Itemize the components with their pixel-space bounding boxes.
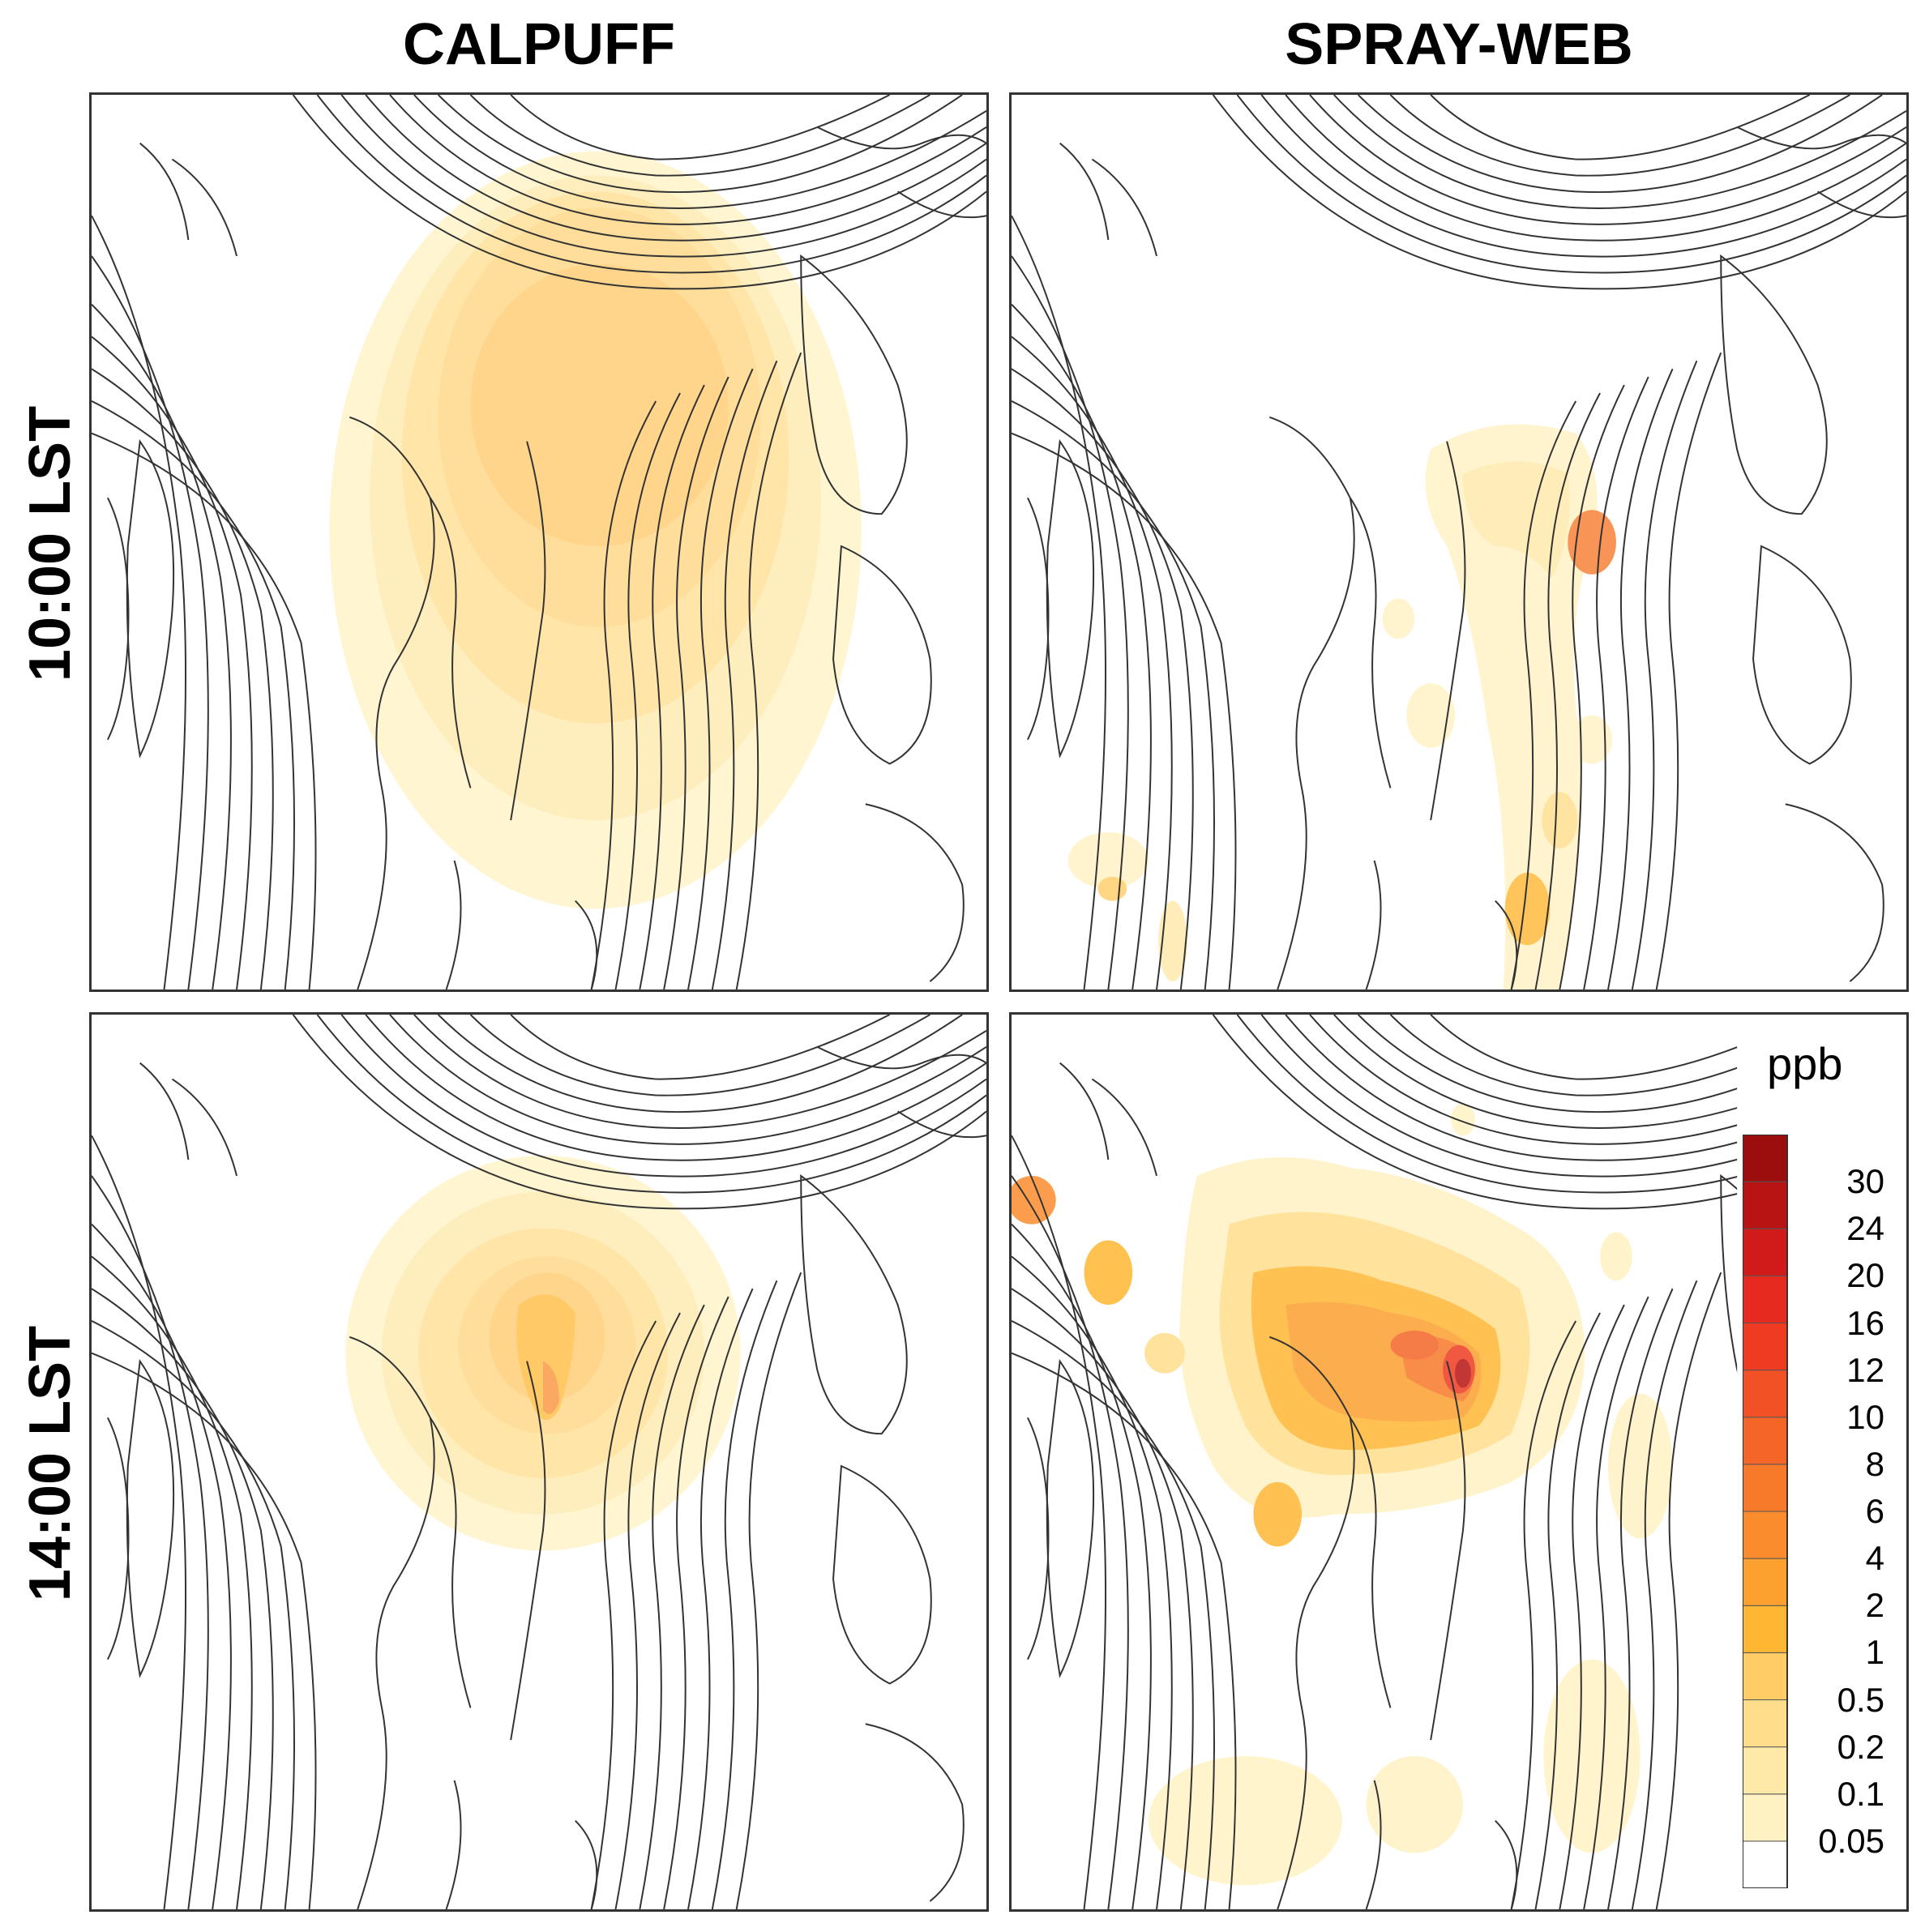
legend-swatch [1743, 1370, 1788, 1418]
legend-swatch [1743, 1605, 1788, 1653]
panel-calpuff-1400 [89, 1012, 989, 1912]
map-spray-web-1000 [1012, 95, 1906, 990]
legend-tick-label: 24 [1846, 1209, 1884, 1248]
map-calpuff-1400 [92, 1015, 986, 1909]
legend-tick-label: 16 [1846, 1303, 1884, 1342]
legend-swatch [1743, 1228, 1788, 1276]
map-spray-web-1400 [1012, 1015, 1906, 1909]
legend-swatch [1743, 1417, 1788, 1465]
map-calpuff-1000 [92, 95, 986, 990]
legend-swatch [1743, 1558, 1788, 1606]
row-title-1400: 14:00 LST [18, 1325, 83, 1602]
legend-tick-label: 20 [1846, 1256, 1884, 1295]
legend-swatch [1743, 1323, 1788, 1371]
legend-tick-label: 2 [1865, 1586, 1884, 1625]
panel-calpuff-1000 [89, 92, 989, 992]
legend-swatch [1743, 1746, 1788, 1795]
legend-tick-label: 30 [1846, 1162, 1884, 1201]
legend-tick-label: 12 [1846, 1350, 1884, 1389]
legend-swatch [1743, 1840, 1788, 1888]
legend-tick-label: 0.2 [1837, 1727, 1884, 1766]
legend-tick-label: 6 [1865, 1492, 1884, 1530]
legend-tick-label: 1 [1865, 1633, 1884, 1672]
legend-tick-label: 8 [1865, 1444, 1884, 1483]
legend-tick-label: 4 [1865, 1539, 1884, 1578]
legend-swatch [1743, 1181, 1788, 1229]
legend-tick-label: 0.1 [1837, 1774, 1884, 1813]
legend-swatch [1743, 1135, 1788, 1182]
legend-swatch [1743, 1511, 1788, 1559]
legend-swatch [1743, 1652, 1788, 1700]
legend-colorbar [1743, 1135, 1788, 1888]
legend-swatch [1743, 1793, 1788, 1842]
legend-tick-label: 0.5 [1837, 1680, 1884, 1719]
panel-spray-web-1000 [1009, 92, 1909, 992]
legend-swatch [1743, 1464, 1788, 1512]
legend-swatch [1743, 1699, 1788, 1748]
legend-tick-label: 0.05 [1818, 1821, 1884, 1860]
legend-tick-label: 10 [1846, 1397, 1884, 1436]
legend-unit: ppb [1767, 1038, 1843, 1089]
row-title-1000: 10:00 LST [18, 405, 83, 682]
column-title-spray-web: SPRAY-WEB [1285, 12, 1633, 77]
column-title-calpuff: CALPUFF [403, 12, 675, 77]
legend-swatch [1743, 1275, 1788, 1323]
